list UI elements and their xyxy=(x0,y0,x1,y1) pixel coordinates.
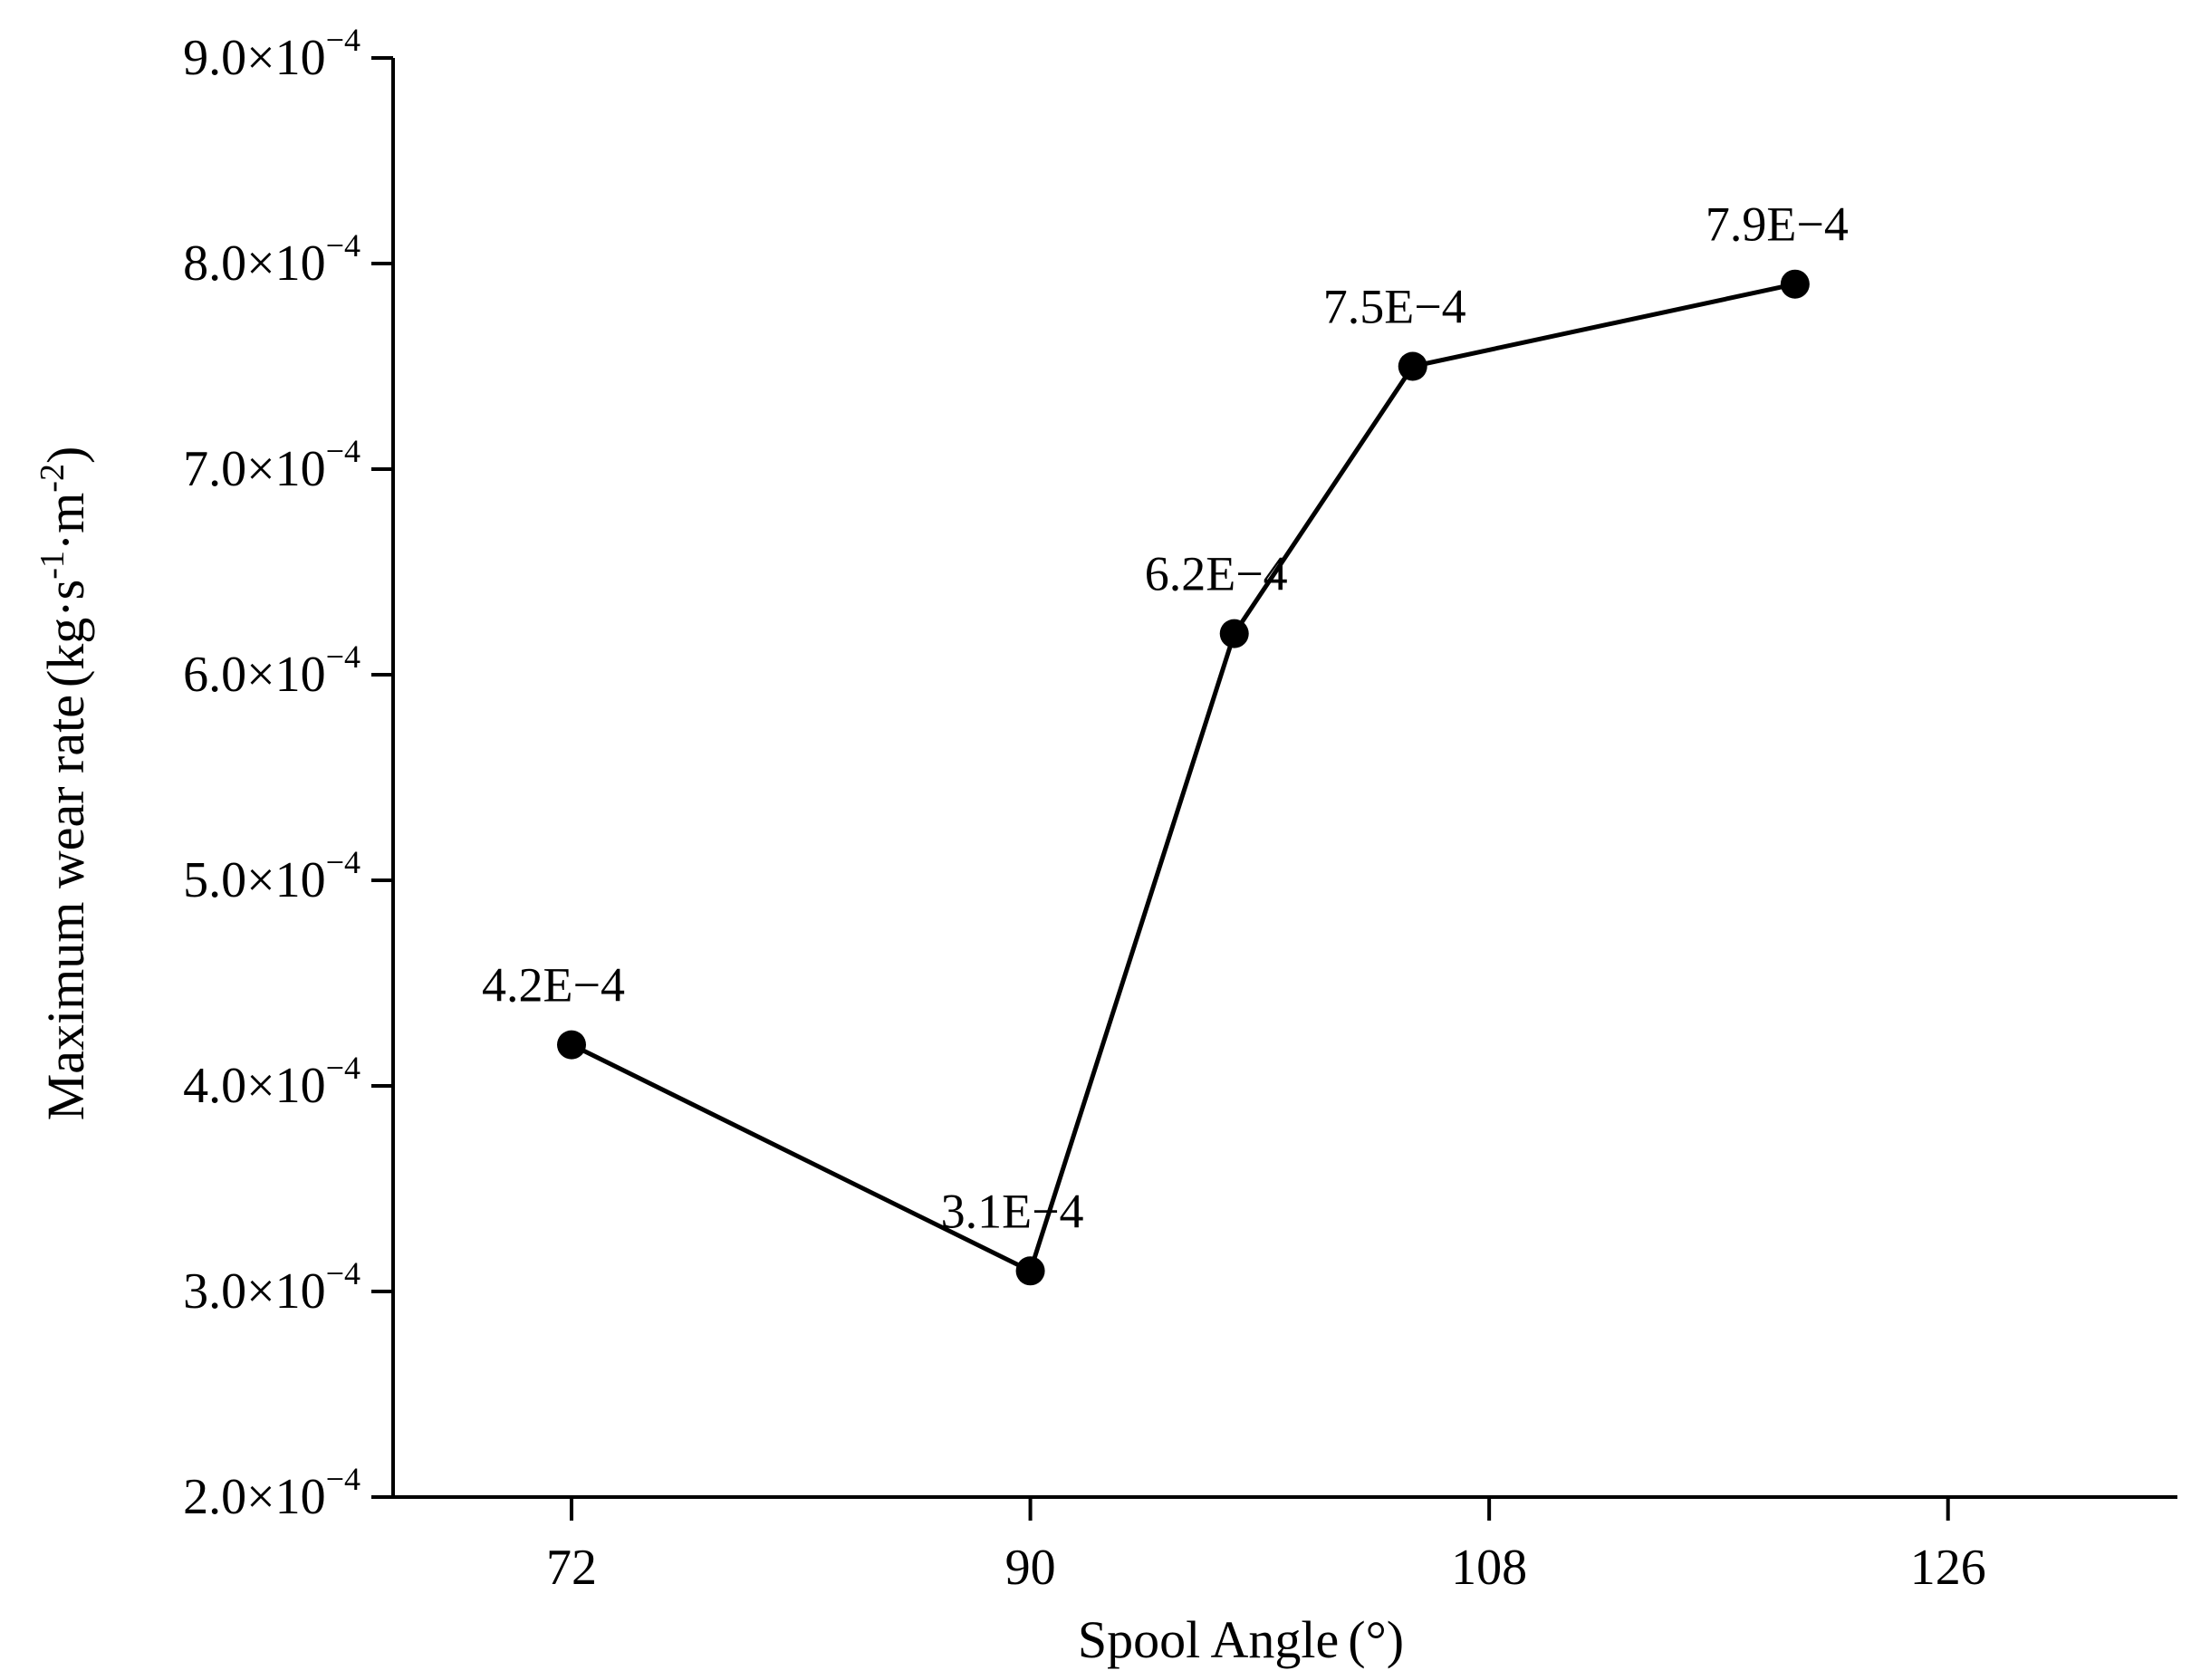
series-line xyxy=(570,282,1796,1274)
y-tick-mantissa: 7.0×10 xyxy=(183,441,326,497)
data-point xyxy=(557,1030,586,1060)
y-tick-exponent: −4 xyxy=(326,1461,360,1497)
y-axis-unit-base2: ·m xyxy=(36,493,95,551)
y-tick-exponent: −4 xyxy=(326,433,360,469)
y-axis-unit-close: ) xyxy=(36,446,95,464)
y-tick-mantissa: 6.0×10 xyxy=(183,647,326,703)
y-axis-unit-base1: kg·s xyxy=(36,580,95,670)
y-tick-label: 6.0×10−4 xyxy=(183,638,360,703)
plot-frame xyxy=(391,58,2177,1499)
y-tick-mantissa: 3.0×10 xyxy=(183,1263,326,1320)
y-tick-mantissa: 4.0×10 xyxy=(183,1058,326,1114)
y-tick-exponent: −4 xyxy=(326,227,360,264)
data-labels: 4.2E−4 3.1E−4 6.2E−4 7.5E−4 7.9E−4 xyxy=(482,197,1849,1239)
x-tick-label: 90 xyxy=(1005,1540,1056,1596)
x-axis-ticks: 72 90 108 126 xyxy=(546,1497,1986,1596)
y-axis-title: Maximum wear rate (kg·s-1·m-2) xyxy=(34,446,95,1121)
y-tick-label: 7.0×10−4 xyxy=(183,433,360,497)
x-axis-title: Spool Angle (°) xyxy=(1078,1610,1404,1669)
y-tick-label: 3.0×10−4 xyxy=(183,1255,360,1320)
data-label: 7.9E−4 xyxy=(1706,197,1849,252)
data-label: 7.5E−4 xyxy=(1323,280,1466,334)
y-tick-exponent: −4 xyxy=(326,638,360,675)
data-point xyxy=(1015,1256,1045,1286)
y-tick-exponent: −4 xyxy=(326,22,360,58)
data-label: 6.2E−4 xyxy=(1145,547,1288,601)
x-tick-label: 72 xyxy=(546,1540,597,1596)
data-point xyxy=(1219,619,1249,648)
y-tick-label: 8.0×10−4 xyxy=(183,227,360,292)
y-axis-unit-exp1: -1 xyxy=(34,551,72,580)
y-tick-label: 2.0×10−4 xyxy=(183,1461,360,1525)
y-tick-exponent: −4 xyxy=(326,1050,360,1086)
y-tick-label: 4.0×10−4 xyxy=(183,1050,360,1114)
data-point xyxy=(1780,269,1810,299)
y-axis-unit-open: ( xyxy=(36,670,95,687)
y-tick-mantissa: 9.0×10 xyxy=(183,30,326,86)
y-tick-mantissa: 2.0×10 xyxy=(183,1469,326,1525)
x-axis-title-text: Spool Angle xyxy=(1078,1610,1339,1669)
y-tick-exponent: −4 xyxy=(326,844,360,880)
y-tick-label: 9.0×10−4 xyxy=(183,22,360,86)
y-axis-title-text: Maximum wear rate xyxy=(36,695,95,1120)
y-tick-mantissa: 8.0×10 xyxy=(183,235,326,292)
data-label: 4.2E−4 xyxy=(482,958,625,1013)
data-point xyxy=(1398,351,1427,381)
y-tick-label: 5.0×10−4 xyxy=(183,844,360,908)
series-layer xyxy=(557,269,1810,1286)
x-tick-label: 108 xyxy=(1451,1540,1527,1596)
x-tick-label: 126 xyxy=(1910,1540,1986,1596)
y-tick-mantissa: 5.0×10 xyxy=(183,852,326,908)
data-label: 3.1E−4 xyxy=(941,1184,1084,1238)
x-axis-title-unit: (°) xyxy=(1348,1610,1404,1669)
y-axis-unit-exp2: -2 xyxy=(34,464,72,493)
y-tick-exponent: −4 xyxy=(326,1255,360,1291)
y-axis-ticks: 2.0×10−43.0×10−44.0×10−45.0×10−46.0×10−4… xyxy=(183,22,393,1525)
